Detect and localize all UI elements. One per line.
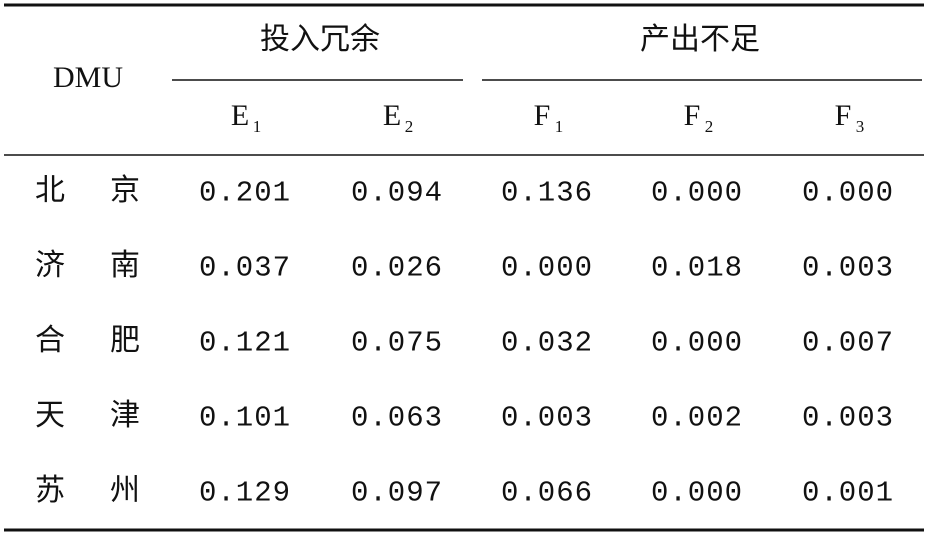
cell: 0.066 — [501, 477, 593, 510]
cell: 0.063 — [351, 402, 443, 435]
cell: 0.129 — [199, 477, 291, 510]
cell: 0.032 — [501, 327, 593, 360]
column-letter: E — [231, 99, 249, 132]
column-subscript: 1 — [253, 117, 262, 136]
row-name: 济 — [35, 249, 65, 282]
column-subscript: 2 — [705, 117, 714, 136]
row-name: 京 — [110, 174, 140, 207]
column-letter: E — [383, 99, 401, 132]
cell: 0.000 — [651, 327, 743, 360]
cell: 0.201 — [199, 177, 291, 210]
cell: 0.101 — [199, 402, 291, 435]
cell: 0.097 — [351, 477, 443, 510]
row-name: 州 — [110, 474, 140, 507]
column-subscript: 1 — [555, 117, 564, 136]
cell: 0.002 — [651, 402, 743, 435]
cell: 0.003 — [802, 252, 894, 285]
cell: 0.003 — [802, 402, 894, 435]
row-name: 北 — [35, 174, 65, 207]
cell: 0.094 — [351, 177, 443, 210]
row-name: 肥 — [110, 324, 140, 357]
cell: 0.001 — [802, 477, 894, 510]
cell: 0.026 — [351, 252, 443, 285]
cell: 0.000 — [651, 477, 743, 510]
column-subscript: 2 — [405, 117, 414, 136]
row-name: 合 — [35, 324, 65, 357]
row-name: 天 — [35, 399, 65, 432]
group-header: 产出不足 — [640, 23, 760, 56]
column-letter: F — [684, 99, 701, 132]
cell: 0.000 — [501, 252, 593, 285]
cell: 0.136 — [501, 177, 593, 210]
row-name: 津 — [110, 399, 140, 432]
row-name: 苏 — [35, 474, 65, 507]
column-letter: F — [835, 99, 852, 132]
column-subscript: 3 — [856, 117, 865, 136]
cell: 0.000 — [651, 177, 743, 210]
cell: 0.075 — [351, 327, 443, 360]
cell: 0.018 — [651, 252, 743, 285]
cell: 0.000 — [802, 177, 894, 210]
cell: 0.121 — [199, 327, 291, 360]
cell: 0.003 — [501, 402, 593, 435]
column-letter: F — [534, 99, 551, 132]
row-name: 南 — [110, 249, 140, 282]
cell: 0.007 — [802, 327, 894, 360]
group-header: 投入冗余 — [260, 23, 380, 56]
row-header: DMU — [53, 61, 123, 94]
cell: 0.037 — [199, 252, 291, 285]
